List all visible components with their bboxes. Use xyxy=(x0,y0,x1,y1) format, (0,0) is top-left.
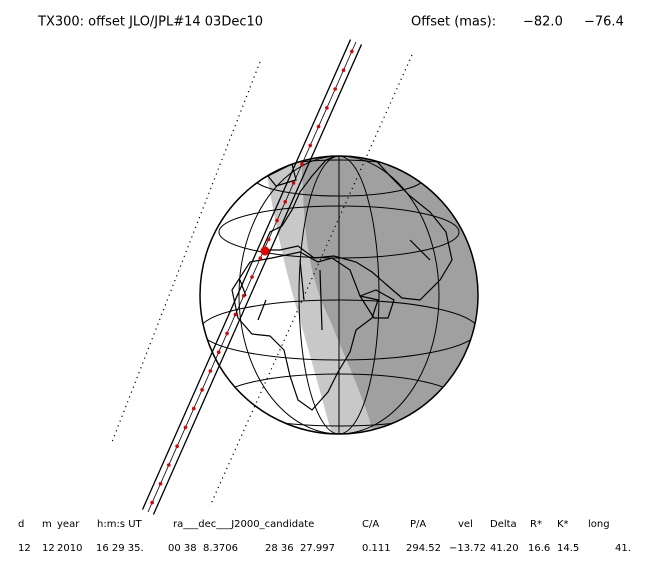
path-dot xyxy=(158,482,163,486)
path-dot xyxy=(208,369,213,373)
path-dot xyxy=(191,406,196,411)
path-dot xyxy=(316,124,321,129)
offset-label: Offset (mas): xyxy=(411,15,496,30)
path-dot xyxy=(350,49,354,54)
path-dot xyxy=(175,444,179,449)
table-header: h:m:s UT xyxy=(97,519,143,530)
table-cell: 2010 xyxy=(57,543,82,554)
limit-line xyxy=(111,61,261,443)
title: TX300: offset JLO/JPL#14 03Dec10 xyxy=(37,15,263,30)
table-header: vel xyxy=(458,519,473,530)
path-dot xyxy=(150,500,154,505)
path-dot xyxy=(225,331,229,336)
path-dot xyxy=(325,106,329,110)
table-cell: 294.52 xyxy=(406,543,441,554)
path-dot xyxy=(200,388,204,392)
path-dot xyxy=(266,237,271,242)
table-cell: 12 xyxy=(18,543,31,554)
table-cell: −13.72 xyxy=(449,543,486,554)
table-header: K* xyxy=(557,519,569,530)
table-cell: 16.6 xyxy=(528,543,550,554)
path-dot xyxy=(233,312,238,317)
table-header: long xyxy=(588,519,610,530)
table-header: year xyxy=(57,519,80,530)
path-dot xyxy=(241,294,246,298)
path-dot xyxy=(216,350,221,355)
offset-value: −82.0 xyxy=(523,15,563,30)
path-dot xyxy=(291,181,296,185)
table-header: m xyxy=(42,519,52,530)
shadow-path xyxy=(111,39,413,515)
table-cell: 0.111 xyxy=(362,543,391,554)
path-dot xyxy=(250,275,254,279)
path-dot xyxy=(167,463,171,467)
event-point xyxy=(260,246,270,256)
table-header: d xyxy=(18,519,24,530)
path-dot xyxy=(283,200,288,204)
path-dot xyxy=(275,218,279,223)
path-dot xyxy=(341,68,346,72)
table-header: P/A xyxy=(410,519,426,530)
path-dot xyxy=(308,143,313,148)
table-cell: 41. xyxy=(615,543,631,554)
table-header: R* xyxy=(530,519,542,530)
path-dot xyxy=(183,425,188,430)
limit-line xyxy=(209,54,413,507)
table-cell: 12 xyxy=(42,543,55,554)
offset-value: −76.4 xyxy=(584,15,624,30)
path-dot xyxy=(333,87,338,91)
table-cell: 16 29 35. xyxy=(96,543,144,554)
table-cell: 00 38 8.3706 xyxy=(168,543,238,554)
globe xyxy=(200,156,478,434)
table-header: Delta xyxy=(490,519,517,530)
path-dot xyxy=(258,256,263,261)
globe-outline xyxy=(199,155,479,435)
table-cell: 28 36 27.997 xyxy=(265,543,335,554)
path-dot xyxy=(300,162,304,166)
table-header: ra___dec___J2000_candidate xyxy=(173,519,314,530)
path-edge xyxy=(141,39,352,510)
table-header: C/A xyxy=(362,519,379,530)
table-cell: 14.5 xyxy=(557,543,579,554)
table-cell: 41.20 xyxy=(490,543,519,554)
path-edge xyxy=(152,44,363,515)
data-table: d m year h:m:s UT ra___dec___J2000_candidate… xyxy=(18,519,631,554)
